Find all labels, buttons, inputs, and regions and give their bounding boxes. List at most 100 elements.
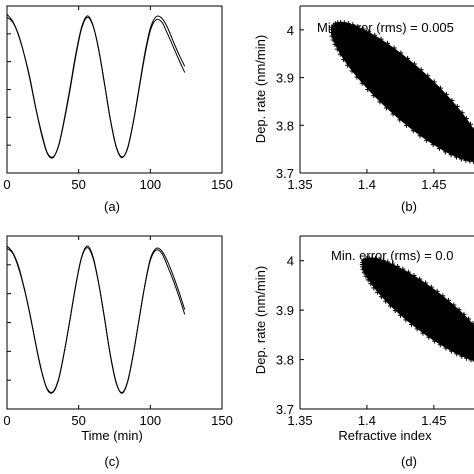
panel-d: 1.35 1.4 1.45 3.7 3.8 3.9 4 Min. error (rms) =… [253,235,474,469]
panel-b-edge-point [332,21,338,27]
panel-d-annotation: Min. error (rms) = 0.0 [331,248,453,263]
panel-d-edge-point [445,297,451,303]
panel-d-edge-point [372,255,378,261]
panel-b-y-tick-label: 3.7 [276,166,294,181]
panel-c-lines [6,245,186,394]
panel-b-edge-point [332,41,338,47]
panel-b-edge-point [442,149,448,155]
panel-b-edge-point [384,40,390,46]
panel-b-annotation: Min. error (rms) = 0.005 [317,20,454,35]
panel-d-edge-point [368,281,374,287]
panel-d-edge-point [437,342,443,348]
panel-d-label: (d) [401,454,417,469]
panel-a-x-tick-label: 100 [139,177,161,192]
panel-d-edge-point [387,303,393,309]
panel-d-ticks: 1.35 1.4 1.45 3.7 3.8 3.9 4 [276,254,447,428]
panel-b-x-tick-label: 1.35 [287,177,312,192]
panel-d-edge-point [470,321,474,327]
panel-d-edge-point [459,353,465,359]
panel-b-edge-point [391,45,397,51]
panel-b-edge-point [453,154,459,160]
panel-c-label: (c) [104,454,119,469]
panel-b-edge-point [345,20,351,26]
panel-d-x-label: Refractive index [338,428,432,443]
panel-b-edge-point [330,37,336,43]
panel-d-edge-point [461,311,467,317]
panel-c-x-label: Time (min) [81,428,143,443]
panel-b-edge-point [424,137,430,143]
panel-d-edge-point [376,256,382,262]
panel-b-edge-point [443,91,449,97]
panel-b-x-tick-label: 1.45 [421,177,446,192]
panel-b-edge-point [405,55,411,61]
panel-d-edge-point [456,307,462,313]
panel-b-edge-point [459,110,465,116]
panel-a-x-ticks: 0 50 100 150 [3,6,233,192]
panel-c-x-tick-label: 50 [71,413,85,428]
panel-b-edge-point [397,117,403,123]
panel-b-edge-point [329,33,335,39]
panel-d-edge-point [411,273,417,279]
panel-d-edge-point [385,259,391,265]
panel-b-edge-point [467,158,473,164]
panel-b-region-fill [331,22,474,162]
panel-c-x-tick-label: 150 [211,413,233,428]
panel-b-edge-point [334,46,340,52]
panel-d-edge-point [405,269,411,275]
panel-d-edge-point [468,357,474,363]
panel-d-edge-point [426,334,432,340]
panel-d-edge-point [440,293,446,299]
panel-b-edge-point [411,61,417,67]
panel-d-edge-point [414,326,420,332]
panel-b-edge-point [454,104,460,110]
panel-b-edge-point [341,20,347,26]
panel-b-edge-point [390,111,396,117]
panel-d-edge-point [428,284,434,290]
panel-a-x-tick-label: 150 [211,177,233,192]
panel-b-edge-point [350,22,356,28]
panel-d-y-tick-label: 3.8 [276,353,294,368]
panel-d-edge-point [472,360,474,362]
panel-d-edge-point [423,280,429,286]
panel-b-edge-point [430,142,436,148]
panel-b-edge-point [398,50,404,56]
panel-d-edge-point [400,266,406,272]
panel-d-edge-point [395,263,401,269]
panel-d-edge-point [432,338,438,344]
panel-b-edge-point [383,105,389,111]
panel-a: 0 50 100 150 (a) [3,5,233,214]
panel-b-edge-point [365,86,371,92]
panel-b-edge-point [404,122,410,128]
panel-b: 1.35 1.4 1.45 3.7 3.8 3.9 4 Min. error (rms) =… [253,5,474,214]
panel-b-edge-point [329,27,335,33]
panel-d-x-tick-label: 1.4 [358,413,376,428]
panel-d-x-tick-label: 1.45 [421,413,446,428]
panel-b-edge-point [337,51,343,57]
panel-b-edge-point [464,116,470,122]
panel-d-edge-point [408,321,414,327]
panel-b-edge-point [355,24,361,30]
panel-b-edge-point [436,145,442,151]
panel-c-x-tick-label: 0 [3,413,10,428]
panel-a-x-tick-label: 50 [71,177,85,192]
panel-b-edge-point [437,85,443,91]
panel-d-edge-point [371,285,377,291]
panel-d-y-label: Dep. rate (nm/min) [253,266,268,374]
panel-b-y-tick-label: 3.9 [276,71,294,86]
panel-b-y-tick-label: 4 [287,23,294,38]
panel-b-edge-point [425,73,431,79]
panel-a-series-line-2 [6,13,186,159]
panel-d-y-tick-label: 3.9 [276,303,294,318]
panel-d-edge-point [360,267,366,273]
panel-d-edge-point [390,261,396,267]
panel-b-edge-point [345,62,351,68]
panel-d-edge-point [365,277,371,283]
panel-d-edge-point [434,288,440,294]
panel-d-edge-point [464,355,470,361]
panel-d-edge-point [443,345,449,351]
panel-d-edge-point [448,348,454,354]
panel-c-series-line-2 [6,245,186,394]
panel-c-x-ticks: 0 50 100 150 [3,236,233,428]
panel-b-edge-point [431,79,437,85]
panel-d-edge-point [454,351,460,357]
